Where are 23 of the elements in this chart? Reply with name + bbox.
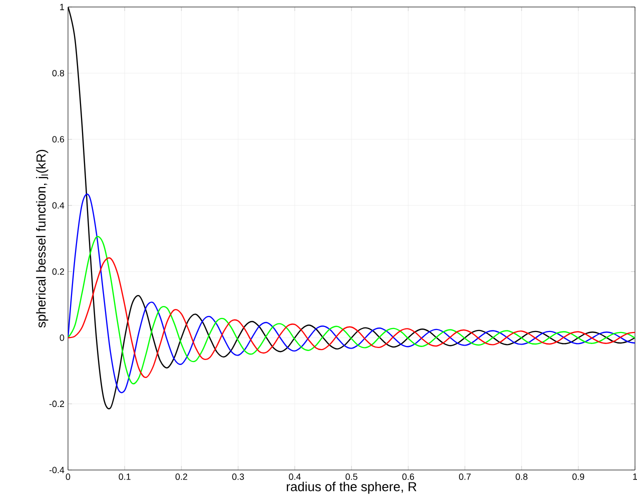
x-tick-label: 0.3 [232,474,244,480]
y-tick-label: 0.4 [52,202,64,209]
x-tick-label: 0.1 [118,474,130,480]
x-tick-label: 0 [66,474,70,480]
y-tick-label: 0.2 [52,268,64,275]
y-tick-label: 0 [60,334,64,341]
y-tick-label: 1 [60,4,64,10]
x-axis-title: radius of the sphere, R [286,482,416,494]
y-tick-label: -0.4 [49,466,64,474]
line-series [68,236,636,384]
y-tick-label: 0.6 [52,136,64,142]
x-tick-label: 0.4 [288,474,301,480]
x-tick-label: 0.7 [459,474,471,480]
y-tick-label: 0.8 [52,70,64,76]
x-tick-label: 1 [633,474,637,480]
x-tick-label: 0.5 [346,474,358,480]
x-tick-label: 0.9 [572,474,584,480]
line-series [68,257,636,378]
x-tick-label: 0.6 [402,474,414,480]
y-tick-label: -0.2 [49,400,64,408]
x-tick-label: 0.2 [176,474,188,480]
x-tick-label: 0.8 [516,474,528,480]
y-axis-title: spherical bessel function, j$_{l}$(kR) [36,150,48,328]
